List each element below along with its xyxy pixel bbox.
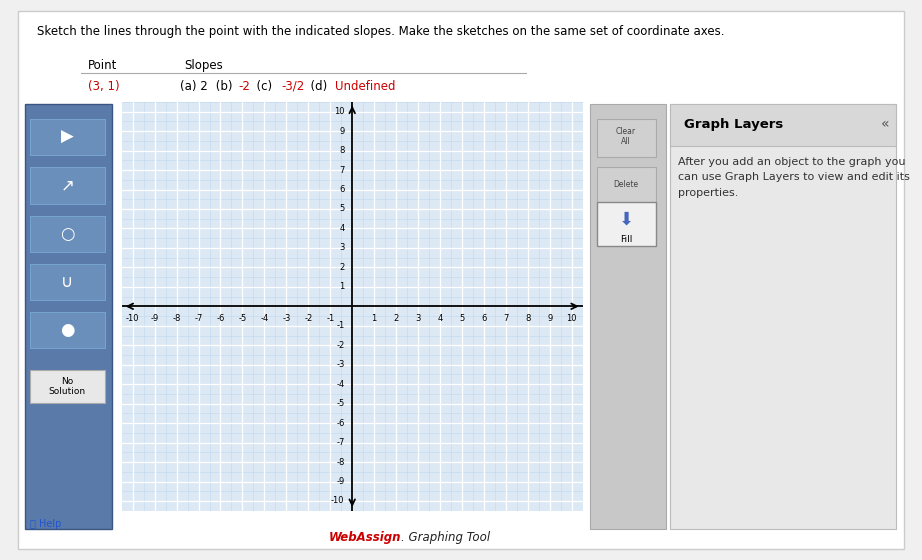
Text: Fill: Fill: [620, 235, 632, 244]
Text: 8: 8: [339, 146, 345, 155]
Text: Sketch the lines through the point with the indicated slopes. Make the sketches : Sketch the lines through the point with …: [37, 25, 725, 38]
Text: Clear
All: Clear All: [616, 127, 636, 146]
Text: -8: -8: [172, 314, 181, 323]
Text: -6: -6: [217, 314, 225, 323]
Text: 10: 10: [334, 107, 345, 116]
Bar: [30, 370, 105, 403]
Bar: [25, 104, 112, 529]
Text: -1: -1: [337, 321, 345, 330]
Text: . Graphing Tool: . Graphing Tool: [401, 531, 491, 544]
Text: Point: Point: [88, 59, 117, 72]
Bar: [30, 216, 105, 252]
Text: 2: 2: [339, 263, 345, 272]
Text: (b): (b): [212, 80, 236, 92]
Text: 5: 5: [459, 314, 465, 323]
Text: After you add an object to the graph you
can use Graph Layers to view and edit i: After you add an object to the graph you…: [678, 157, 909, 198]
Text: -2: -2: [304, 314, 313, 323]
Text: 9: 9: [547, 314, 552, 323]
Text: 8: 8: [526, 314, 530, 323]
Text: ∪: ∪: [61, 273, 74, 291]
Bar: [30, 264, 105, 300]
Text: (c): (c): [249, 80, 277, 92]
Text: -5: -5: [238, 314, 246, 323]
Bar: [30, 119, 105, 155]
Text: -1: -1: [326, 314, 335, 323]
Text: 3: 3: [339, 244, 345, 253]
Text: -2: -2: [239, 80, 251, 92]
Text: ●: ●: [60, 321, 75, 339]
Text: -6: -6: [337, 419, 345, 428]
Text: -8: -8: [337, 458, 345, 466]
Text: 4: 4: [437, 314, 443, 323]
Text: (d): (d): [302, 80, 331, 92]
Text: -4: -4: [260, 314, 268, 323]
Text: 9: 9: [339, 127, 345, 136]
Text: -7: -7: [337, 438, 345, 447]
Text: -4: -4: [337, 380, 345, 389]
Text: -10: -10: [331, 497, 345, 506]
Bar: [670, 104, 896, 146]
Text: -9: -9: [337, 477, 345, 486]
Text: -5: -5: [337, 399, 345, 408]
Text: -10: -10: [126, 314, 139, 323]
Text: 7: 7: [339, 166, 345, 175]
Text: 2: 2: [394, 314, 398, 323]
Text: 7: 7: [503, 314, 509, 323]
Bar: [597, 119, 656, 157]
Text: -2: -2: [337, 340, 345, 350]
Bar: [597, 167, 656, 205]
Text: Graph Layers: Graph Layers: [684, 118, 784, 131]
Text: WebAssign: WebAssign: [328, 531, 401, 544]
Text: «: «: [881, 118, 890, 132]
Text: ↗: ↗: [60, 176, 75, 195]
Text: Undefined: Undefined: [335, 80, 396, 92]
Bar: [590, 104, 666, 529]
Text: Delete: Delete: [613, 180, 639, 189]
Text: 1: 1: [339, 282, 345, 291]
Text: -7: -7: [195, 314, 203, 323]
Bar: [30, 167, 105, 204]
Text: 1: 1: [372, 314, 377, 323]
Text: -3/2: -3/2: [281, 80, 304, 92]
Text: -3: -3: [282, 314, 290, 323]
Bar: [30, 312, 105, 348]
Text: 6: 6: [481, 314, 487, 323]
Text: 6: 6: [339, 185, 345, 194]
Text: No
Solution: No Solution: [49, 377, 86, 396]
Bar: [670, 104, 896, 529]
Text: ⓘ Help: ⓘ Help: [30, 519, 62, 529]
Text: 4: 4: [339, 224, 345, 233]
Text: Slopes: Slopes: [184, 59, 223, 72]
Text: ▶: ▶: [61, 128, 74, 146]
Text: 3: 3: [416, 314, 420, 323]
Text: ⬇: ⬇: [619, 211, 633, 228]
Text: ○: ○: [60, 225, 75, 243]
Text: (3, 1): (3, 1): [88, 80, 119, 92]
Text: 10: 10: [566, 314, 577, 323]
Text: -3: -3: [337, 360, 345, 369]
Text: 5: 5: [339, 204, 345, 213]
Text: (a) 2: (a) 2: [180, 80, 211, 92]
Bar: [597, 202, 656, 246]
Text: -9: -9: [150, 314, 159, 323]
